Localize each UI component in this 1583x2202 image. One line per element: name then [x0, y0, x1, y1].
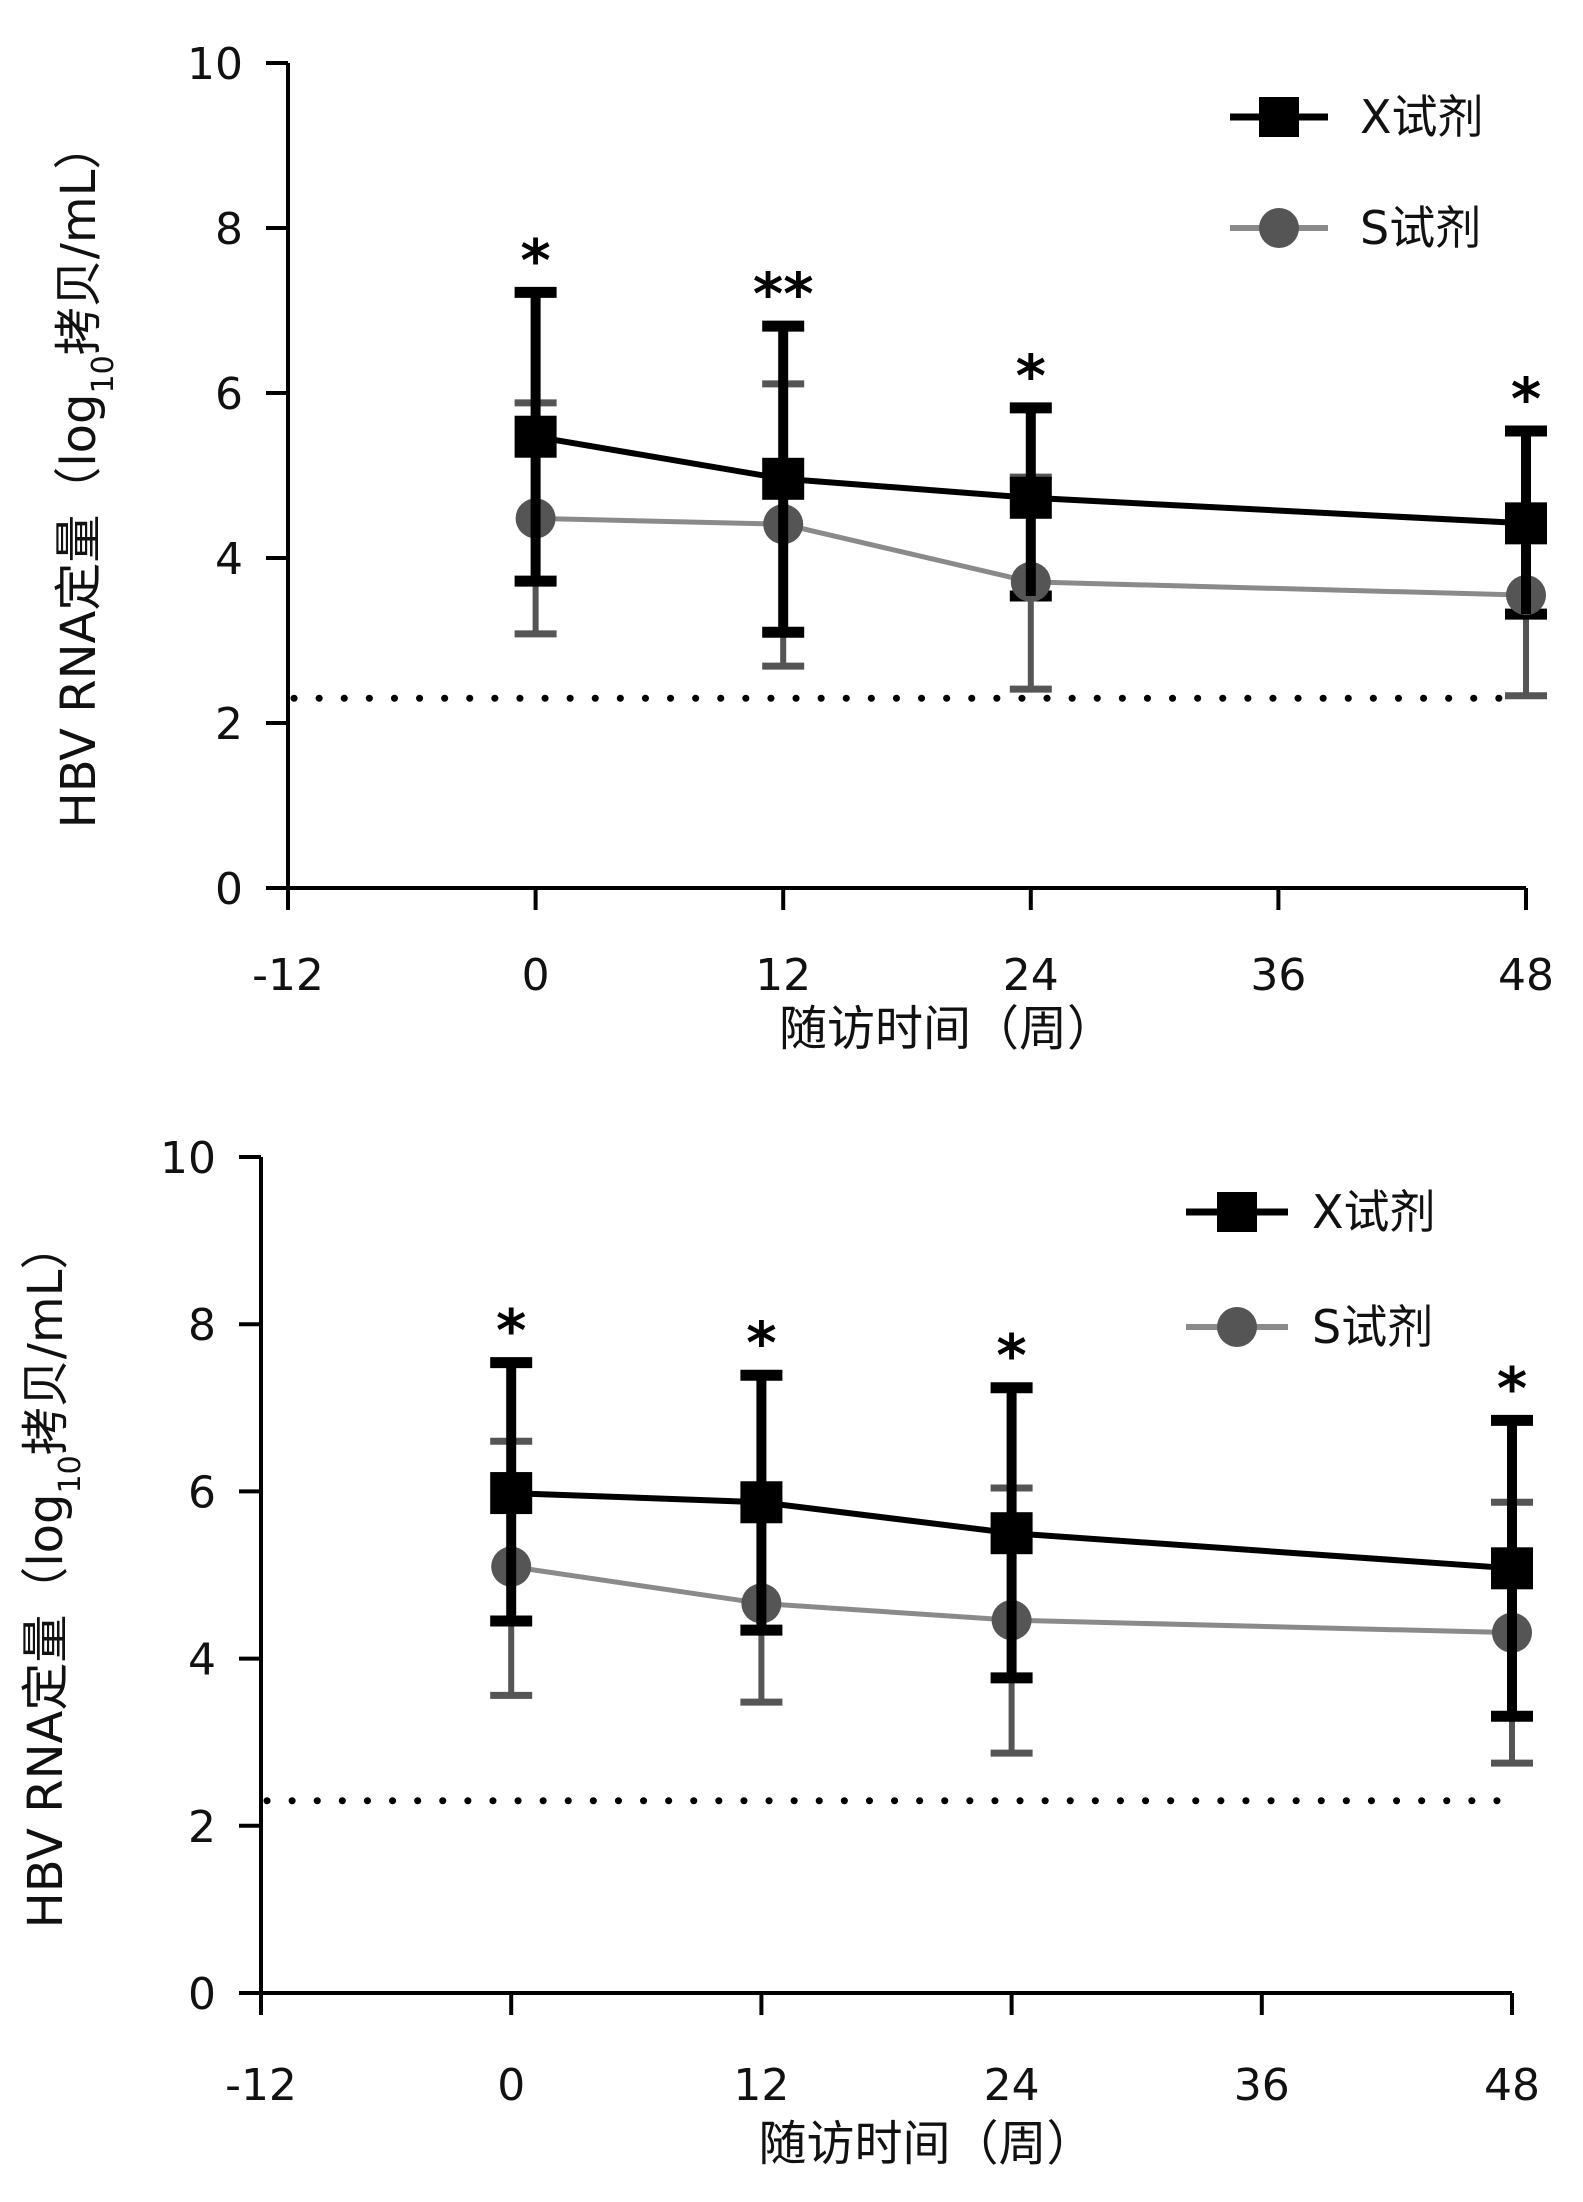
- y-axis-title: HBV RNA定量（log10拷贝/mL）: [51, 122, 121, 829]
- x-tick-label: 48: [1484, 2060, 1540, 2111]
- significance-label: *: [1497, 1354, 1527, 1422]
- y-tick-label: 0: [188, 1969, 216, 2020]
- legend-s-marker: [1217, 1307, 1257, 1347]
- significance-label: **: [753, 260, 814, 328]
- significance-label: *: [520, 226, 550, 294]
- x-series-marker: [490, 1472, 533, 1515]
- x-tick-label: 12: [755, 950, 811, 1001]
- x-tick-label: 36: [1234, 2060, 1290, 2111]
- significance-label: *: [996, 1322, 1026, 1390]
- significance-label: *: [1511, 365, 1541, 433]
- y-tick-label: 8: [215, 204, 243, 255]
- y-tick-label: 2: [188, 1802, 216, 1853]
- significance-label: *: [746, 1309, 776, 1377]
- legend: X试剂 S试剂: [1230, 90, 1484, 255]
- x-tick-label: -12: [252, 950, 324, 1001]
- legend-x-marker: [1217, 1192, 1257, 1232]
- s-series-line: [535, 515, 1527, 598]
- x-tick-label: 36: [1250, 950, 1306, 1001]
- y-tick-label: 6: [215, 369, 243, 420]
- y-tick-label: 10: [187, 39, 243, 90]
- x-tick-label: 24: [1003, 950, 1059, 1001]
- x-series-marker: [1009, 476, 1052, 519]
- y-tick-label: 10: [160, 1133, 216, 1184]
- legend-s-label: S试剂: [1360, 201, 1481, 255]
- y-axis-title: HBV RNA定量（log10拷贝/mL）: [18, 1222, 88, 1929]
- y-tick-label: 4: [215, 534, 243, 585]
- x-series-marker: [762, 457, 805, 500]
- x-tick-label: -12: [225, 2060, 297, 2111]
- x-series-marker: [1505, 502, 1547, 545]
- significance-label: *: [1016, 342, 1046, 410]
- x-tick-label: 24: [984, 2060, 1040, 2111]
- y-tick-label: 8: [188, 1300, 216, 1351]
- y-tick-label: 4: [188, 1635, 216, 1686]
- significance-label: *: [496, 1297, 526, 1365]
- y-tick-label: 0: [215, 864, 243, 915]
- legend-x-marker: [1259, 97, 1299, 137]
- y-tick-label: 2: [215, 699, 243, 750]
- legend-s-label: S试剂: [1312, 1300, 1433, 1354]
- s-series-line: [510, 1564, 1513, 1636]
- x-series-marker: [1491, 1547, 1533, 1590]
- x-tick-label: 0: [497, 2060, 525, 2111]
- x-axis-title: 随访时间（周）: [779, 1001, 1115, 1057]
- x-series-marker: [514, 415, 557, 458]
- legend-s-marker: [1259, 208, 1299, 248]
- legend-x-label: X试剂: [1312, 1185, 1436, 1239]
- x-tick-label: 12: [733, 2060, 789, 2111]
- x-tick-label: 48: [1498, 950, 1554, 1001]
- legend: X试剂 S试剂: [1186, 1185, 1436, 1354]
- x-series-line: [511, 1490, 1513, 1572]
- x-tick-label: 0: [522, 950, 550, 1001]
- x-series-marker: [740, 1481, 783, 1524]
- y-tick-label: 6: [188, 1467, 216, 1518]
- legend-x-label: X试剂: [1360, 90, 1484, 144]
- x-series-marker: [990, 1512, 1033, 1555]
- x-axis-title: 随访时间（周）: [758, 2116, 1094, 2172]
- x-series-line: [535, 433, 1527, 527]
